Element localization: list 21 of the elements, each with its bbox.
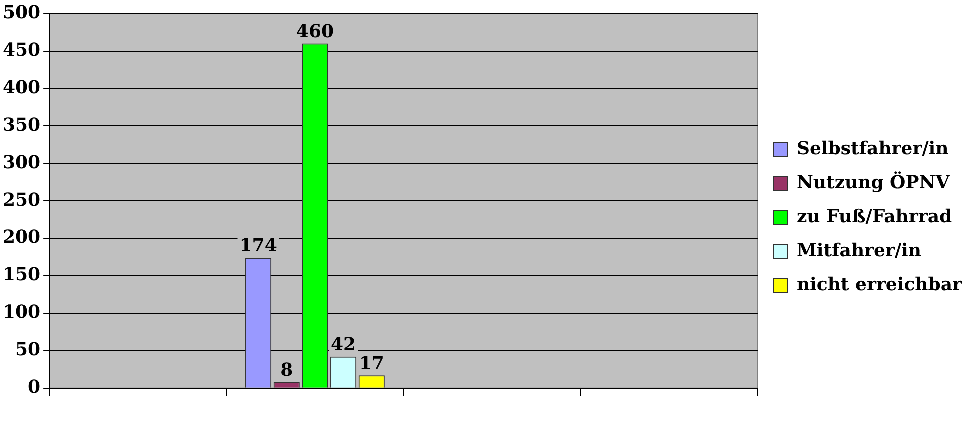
legend-label: Nutzung ÖPNV: [796, 172, 951, 194]
data-label: 460: [296, 21, 334, 42]
y-tick-label: 500: [2, 2, 41, 24]
data-label: 174: [240, 236, 278, 257]
legend-label: zu Fuß/Fahrrad: [796, 206, 953, 228]
y-tick-label: 400: [2, 77, 41, 98]
y-tick-label: 100: [2, 302, 41, 324]
y-tick-label: 300: [2, 152, 41, 174]
data-label: 42: [331, 334, 356, 356]
legend-label: Selbstfahrer/in: [796, 138, 949, 160]
data-label: 17: [359, 353, 384, 374]
legend-label: nicht erreichbar: [796, 274, 963, 296]
legend-label: Mitfahrer/in: [796, 240, 922, 262]
y-tick-label: 0: [28, 377, 41, 398]
y-tick-label: 250: [2, 190, 41, 211]
y-tick-label: 150: [2, 264, 41, 286]
y-tick-label: 350: [2, 114, 41, 136]
y-tick-label: 200: [2, 227, 41, 248]
y-tick-label: 50: [16, 340, 41, 361]
y-tick-label: 450: [2, 40, 41, 61]
data-label: 8: [280, 360, 294, 382]
